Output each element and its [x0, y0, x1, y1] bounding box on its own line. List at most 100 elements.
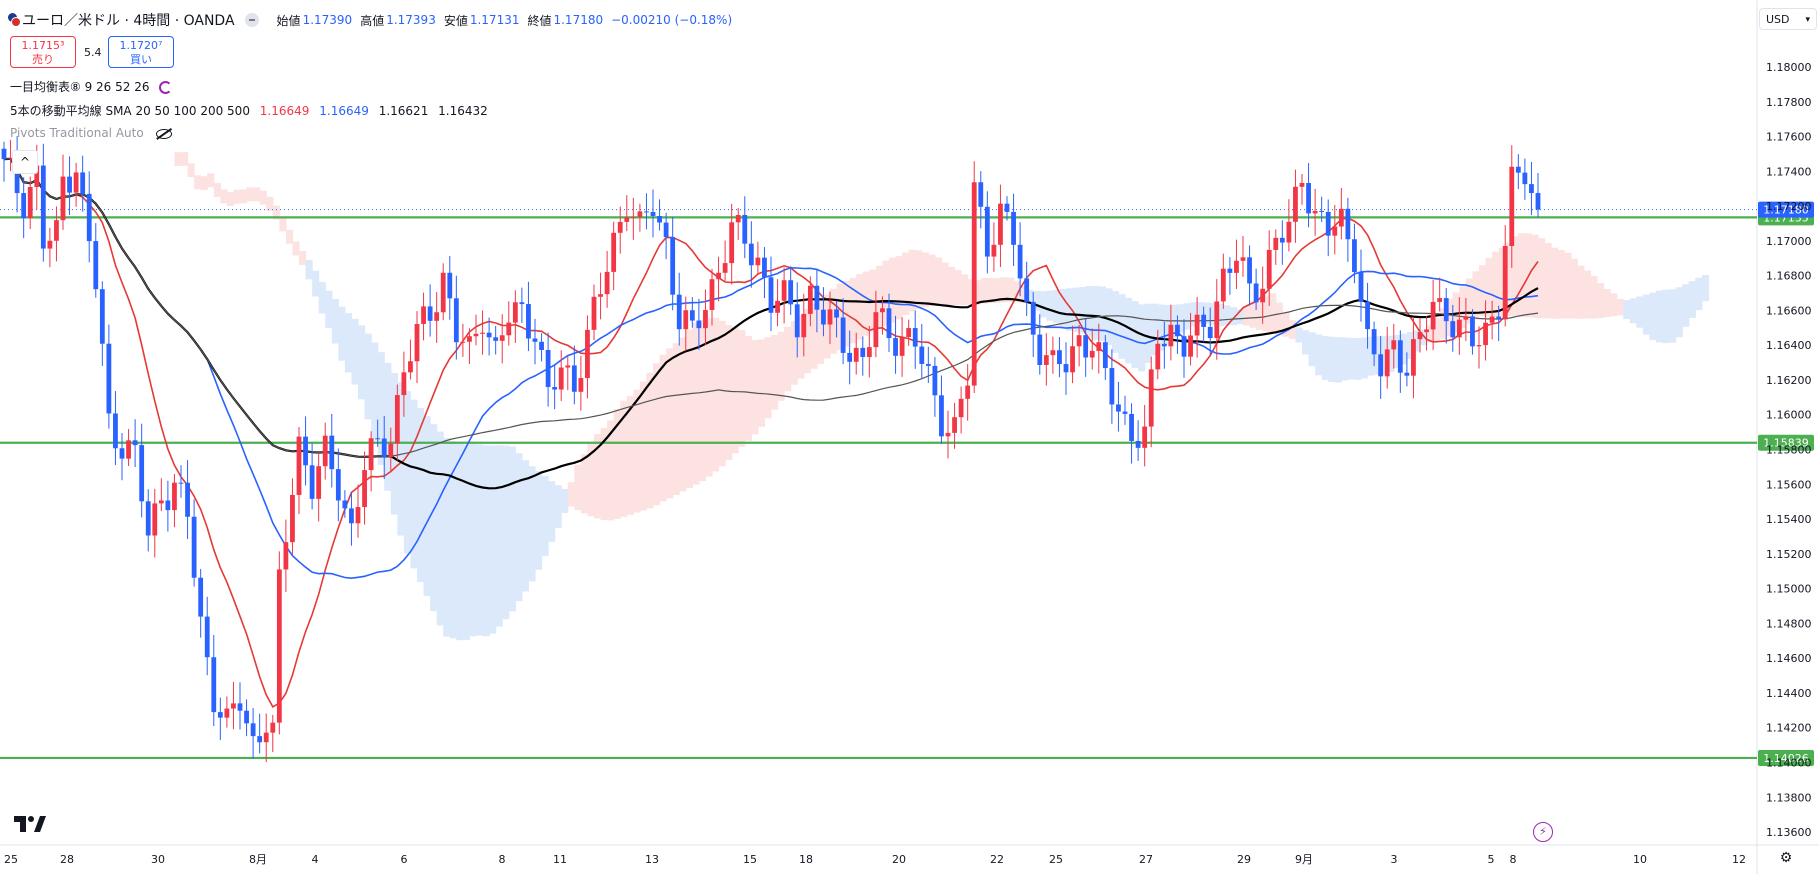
candle[interactable]	[801, 293, 807, 357]
candle[interactable]	[991, 222, 997, 272]
candle[interactable]	[1463, 298, 1469, 341]
candle[interactable]	[257, 713, 263, 754]
candle[interactable]	[1260, 266, 1266, 324]
candle[interactable]	[8, 139, 13, 172]
candle[interactable]	[40, 143, 46, 262]
candle[interactable]	[781, 267, 787, 324]
candle[interactable]	[716, 256, 721, 302]
candle[interactable]	[1037, 314, 1043, 375]
collapse-legend-button[interactable]: ^	[12, 150, 38, 174]
candle[interactable]	[1135, 420, 1141, 461]
candle[interactable]	[408, 339, 413, 380]
candle[interactable]	[1116, 381, 1121, 432]
candle[interactable]	[1207, 307, 1213, 355]
candle[interactable]	[1175, 315, 1180, 354]
candle[interactable]	[840, 298, 846, 365]
candle[interactable]	[1096, 323, 1102, 374]
candle[interactable]	[565, 356, 571, 391]
candle[interactable]	[1214, 279, 1220, 360]
candle[interactable]	[1470, 309, 1475, 355]
candle[interactable]	[1476, 326, 1482, 369]
sma-legend[interactable]: 5本の移動平均線 SMA 20 50 100 200 500 1.16649 1…	[10, 102, 488, 119]
candle[interactable]	[1227, 257, 1233, 295]
candle[interactable]	[1004, 196, 1010, 221]
candle[interactable]	[178, 465, 184, 498]
candle[interactable]	[519, 287, 525, 324]
candle[interactable]	[342, 490, 348, 518]
candle[interactable]	[27, 176, 33, 230]
candle[interactable]	[735, 207, 741, 240]
candle[interactable]	[1378, 336, 1384, 399]
candle[interactable]	[1411, 317, 1416, 399]
candle[interactable]	[1076, 324, 1082, 367]
candle[interactable]	[1220, 253, 1226, 309]
candle[interactable]	[984, 191, 990, 274]
candle[interactable]	[755, 241, 761, 275]
candle[interactable]	[539, 333, 544, 362]
candle[interactable]	[1161, 321, 1167, 369]
candle[interactable]	[886, 293, 892, 352]
candle[interactable]	[460, 323, 466, 357]
candle[interactable]	[1273, 229, 1279, 265]
candle[interactable]	[191, 499, 197, 587]
candle[interactable]	[1, 141, 7, 182]
candle[interactable]	[939, 375, 944, 445]
candle[interactable]	[447, 255, 453, 320]
candle[interactable]	[172, 474, 177, 528]
candle[interactable]	[152, 488, 158, 558]
candle[interactable]	[1332, 204, 1338, 255]
candle[interactable]	[375, 419, 381, 447]
candle[interactable]	[1496, 305, 1502, 342]
candle[interactable]	[598, 272, 603, 320]
candle[interactable]	[1050, 336, 1056, 374]
candle[interactable]	[467, 328, 472, 365]
time-axis[interactable]: 25 28 30 8月 4 6 8 11 13 15 18 20 22 25 27 29 9月 3 5 8 10 12	[4, 853, 1746, 866]
candle[interactable]	[1253, 268, 1259, 310]
candle[interactable]	[185, 460, 190, 540]
candle[interactable]	[729, 203, 735, 285]
candle[interactable]	[866, 326, 872, 378]
candle[interactable]	[1417, 318, 1423, 353]
candle[interactable]	[1070, 325, 1075, 384]
candle[interactable]	[526, 281, 531, 352]
candle[interactable]	[912, 310, 918, 369]
lightning-icon[interactable]: ⚡	[1533, 822, 1553, 842]
candle[interactable]	[1430, 280, 1436, 351]
candle[interactable]	[630, 197, 636, 240]
candle[interactable]	[139, 423, 145, 518]
candle[interactable]	[73, 162, 79, 207]
candle[interactable]	[585, 315, 590, 399]
candle[interactable]	[67, 156, 72, 216]
candle[interactable]	[1188, 312, 1193, 366]
candle[interactable]	[21, 177, 27, 239]
candle[interactable]	[414, 311, 420, 384]
candle[interactable]	[453, 275, 459, 360]
candle[interactable]	[1286, 199, 1292, 252]
candle[interactable]	[971, 161, 977, 393]
candle[interactable]	[945, 410, 951, 459]
candle[interactable]	[1489, 300, 1495, 340]
candle[interactable]	[1437, 277, 1443, 312]
candle[interactable]	[748, 221, 754, 288]
candle[interactable]	[368, 431, 374, 492]
candle[interactable]	[1129, 403, 1134, 464]
candle[interactable]	[1168, 304, 1174, 361]
horizontal-levels[interactable]	[0, 209, 1757, 760]
candle[interactable]	[1181, 319, 1187, 378]
candle[interactable]	[237, 682, 243, 730]
candle[interactable]	[1404, 352, 1410, 387]
candle[interactable]	[480, 310, 485, 355]
candle[interactable]	[303, 416, 308, 486]
candle[interactable]	[1397, 330, 1403, 393]
candle[interactable]	[853, 332, 859, 375]
candle[interactable]	[1247, 245, 1252, 306]
candle[interactable]	[276, 551, 282, 735]
gear-icon[interactable]: ⚙	[1779, 850, 1793, 866]
candle[interactable]	[86, 171, 92, 263]
candle[interactable]	[624, 195, 630, 232]
candle[interactable]	[1011, 193, 1016, 266]
price-axis[interactable]: 1.171351.158391.140261.171801.180001.178…	[1758, 61, 1814, 839]
candle[interactable]	[1057, 337, 1062, 378]
candle[interactable]	[1155, 329, 1161, 380]
candle[interactable]	[381, 416, 387, 480]
